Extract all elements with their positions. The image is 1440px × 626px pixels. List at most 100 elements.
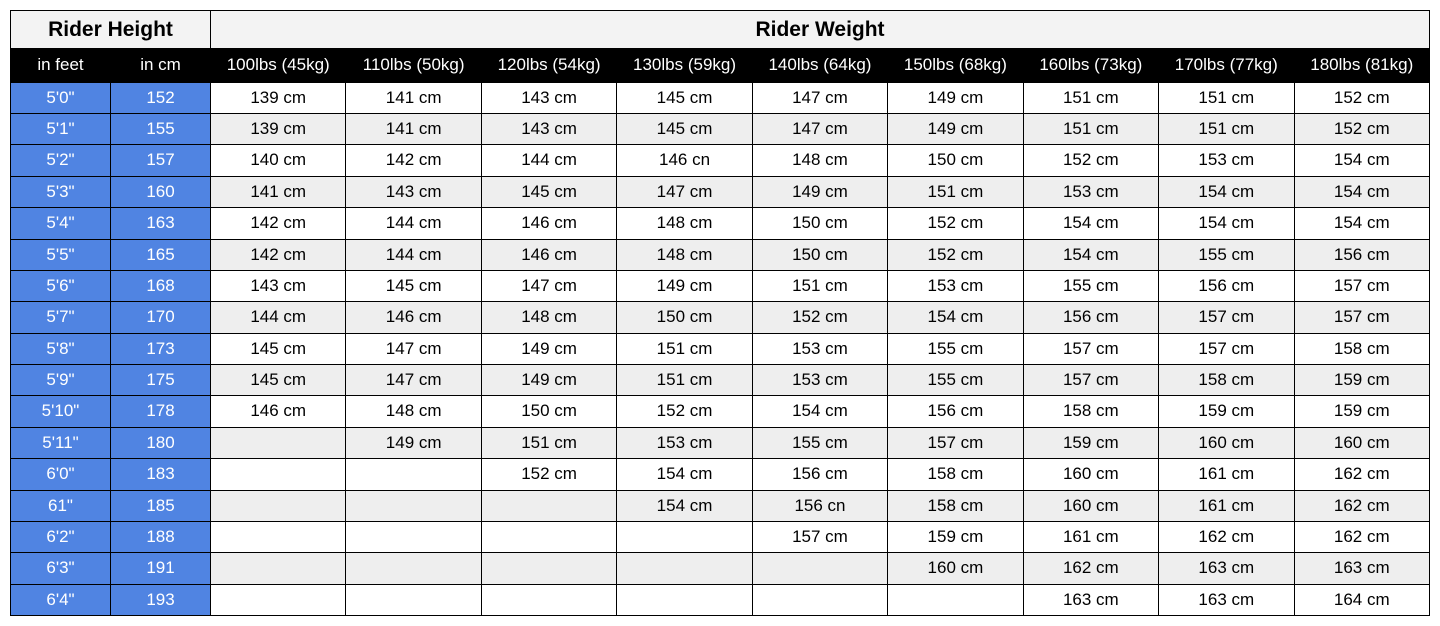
table-row: 6'2"188157 cm159 cm161 cm162 cm162 cm [11, 522, 1430, 553]
size-cell: 145 cm [346, 270, 481, 301]
table-row: 5'7"170144 cm146 cm148 cm150 cm152 cm154… [11, 302, 1430, 333]
size-cell: 142 cm [211, 239, 346, 270]
height-feet-cell: 5'9" [11, 365, 111, 396]
size-cell: 158 cm [888, 459, 1023, 490]
size-cell [617, 522, 752, 553]
size-cell: 154 cm [888, 302, 1023, 333]
size-cell: 147 cm [346, 365, 481, 396]
size-cell [752, 584, 887, 615]
height-feet-cell: 61" [11, 490, 111, 521]
size-cell: 145 cm [617, 82, 752, 113]
size-cell: 157 cm [1294, 270, 1430, 301]
height-cm-cell: 170 [111, 302, 211, 333]
size-cell: 144 cm [211, 302, 346, 333]
height-cm-cell: 160 [111, 176, 211, 207]
size-cell: 162 cm [1294, 490, 1430, 521]
size-cell [346, 459, 481, 490]
header-rider-height: Rider Height [11, 11, 211, 49]
size-cell [617, 584, 752, 615]
size-cell: 147 cm [752, 113, 887, 144]
height-cm-cell: 165 [111, 239, 211, 270]
size-cell [211, 522, 346, 553]
size-cell: 141 cm [346, 113, 481, 144]
header-weight-col: 110lbs (50kg) [346, 49, 481, 82]
height-cm-cell: 168 [111, 270, 211, 301]
size-cell: 155 cm [752, 427, 887, 458]
size-cell: 162 cm [1023, 553, 1158, 584]
size-cell: 159 cm [1294, 365, 1430, 396]
size-cell: 160 cm [1294, 427, 1430, 458]
header-height-feet: in feet [11, 49, 111, 82]
size-cell: 141 cm [211, 176, 346, 207]
size-cell: 145 cm [481, 176, 616, 207]
size-cell: 149 cm [346, 427, 481, 458]
table-row: 5'11"180149 cm151 cm153 cm155 cm157 cm15… [11, 427, 1430, 458]
height-cm-cell: 188 [111, 522, 211, 553]
size-cell [346, 490, 481, 521]
height-cm-cell: 191 [111, 553, 211, 584]
height-feet-cell: 6'3" [11, 553, 111, 584]
size-cell: 157 cm [1159, 302, 1294, 333]
size-cell: 151 cm [1159, 82, 1294, 113]
size-cell: 163 cm [1159, 553, 1294, 584]
size-cell: 148 cm [752, 145, 887, 176]
size-cell: 147 cm [481, 270, 616, 301]
size-cell: 154 cm [1294, 145, 1430, 176]
size-cell: 156 cm [1159, 270, 1294, 301]
size-cell: 151 cm [1023, 113, 1158, 144]
size-cell: 154 cm [1023, 208, 1158, 239]
size-cell: 143 cm [481, 82, 616, 113]
header-weight-col: 150lbs (68kg) [888, 49, 1023, 82]
size-cell: 157 cm [1294, 302, 1430, 333]
size-cell [211, 427, 346, 458]
header-height-cm: in cm [111, 49, 211, 82]
table-row: 5'2"157140 cm142 cm144 cm146 cn148 cm150… [11, 145, 1430, 176]
size-cell [346, 553, 481, 584]
size-cell: 160 cm [1023, 490, 1158, 521]
size-cell: 150 cm [752, 208, 887, 239]
size-cell [211, 459, 346, 490]
size-cell: 154 cm [1159, 176, 1294, 207]
height-cm-cell: 180 [111, 427, 211, 458]
size-cell: 148 cm [346, 396, 481, 427]
height-cm-cell: 183 [111, 459, 211, 490]
size-cell: 149 cm [888, 82, 1023, 113]
header-weight-col: 130lbs (59kg) [617, 49, 752, 82]
size-cell: 153 cm [752, 333, 887, 364]
size-cell: 157 cm [888, 427, 1023, 458]
size-cell: 154 cm [1294, 208, 1430, 239]
size-cell: 155 cm [888, 333, 1023, 364]
height-feet-cell: 5'8" [11, 333, 111, 364]
size-cell: 161 cm [1159, 490, 1294, 521]
size-cell [211, 584, 346, 615]
size-cell: 161 cm [1023, 522, 1158, 553]
size-cell: 154 cm [1294, 176, 1430, 207]
size-cell: 156 cn [752, 490, 887, 521]
size-cell [888, 584, 1023, 615]
size-cell: 159 cm [1294, 396, 1430, 427]
size-cell [346, 522, 481, 553]
size-cell: 152 cm [752, 302, 887, 333]
size-cell: 160 cm [1159, 427, 1294, 458]
size-cell: 141 cm [346, 82, 481, 113]
header-weight-col: 180lbs (81kg) [1294, 49, 1430, 82]
size-cell [481, 522, 616, 553]
height-cm-cell: 155 [111, 113, 211, 144]
size-cell: 152 cm [888, 239, 1023, 270]
size-cell: 153 cm [888, 270, 1023, 301]
size-cell: 154 cm [752, 396, 887, 427]
size-cell: 156 cm [888, 396, 1023, 427]
height-feet-cell: 6'4" [11, 584, 111, 615]
size-cell [481, 553, 616, 584]
height-cm-cell: 178 [111, 396, 211, 427]
size-cell: 155 cm [1159, 239, 1294, 270]
size-cell: 150 cm [617, 302, 752, 333]
size-cell: 153 cm [1023, 176, 1158, 207]
height-feet-cell: 5'3" [11, 176, 111, 207]
size-cell: 159 cm [888, 522, 1023, 553]
size-cell [752, 553, 887, 584]
size-cell: 161 cm [1159, 459, 1294, 490]
size-cell: 162 cm [1159, 522, 1294, 553]
size-cell: 157 cm [1023, 333, 1158, 364]
size-cell: 158 cm [888, 490, 1023, 521]
